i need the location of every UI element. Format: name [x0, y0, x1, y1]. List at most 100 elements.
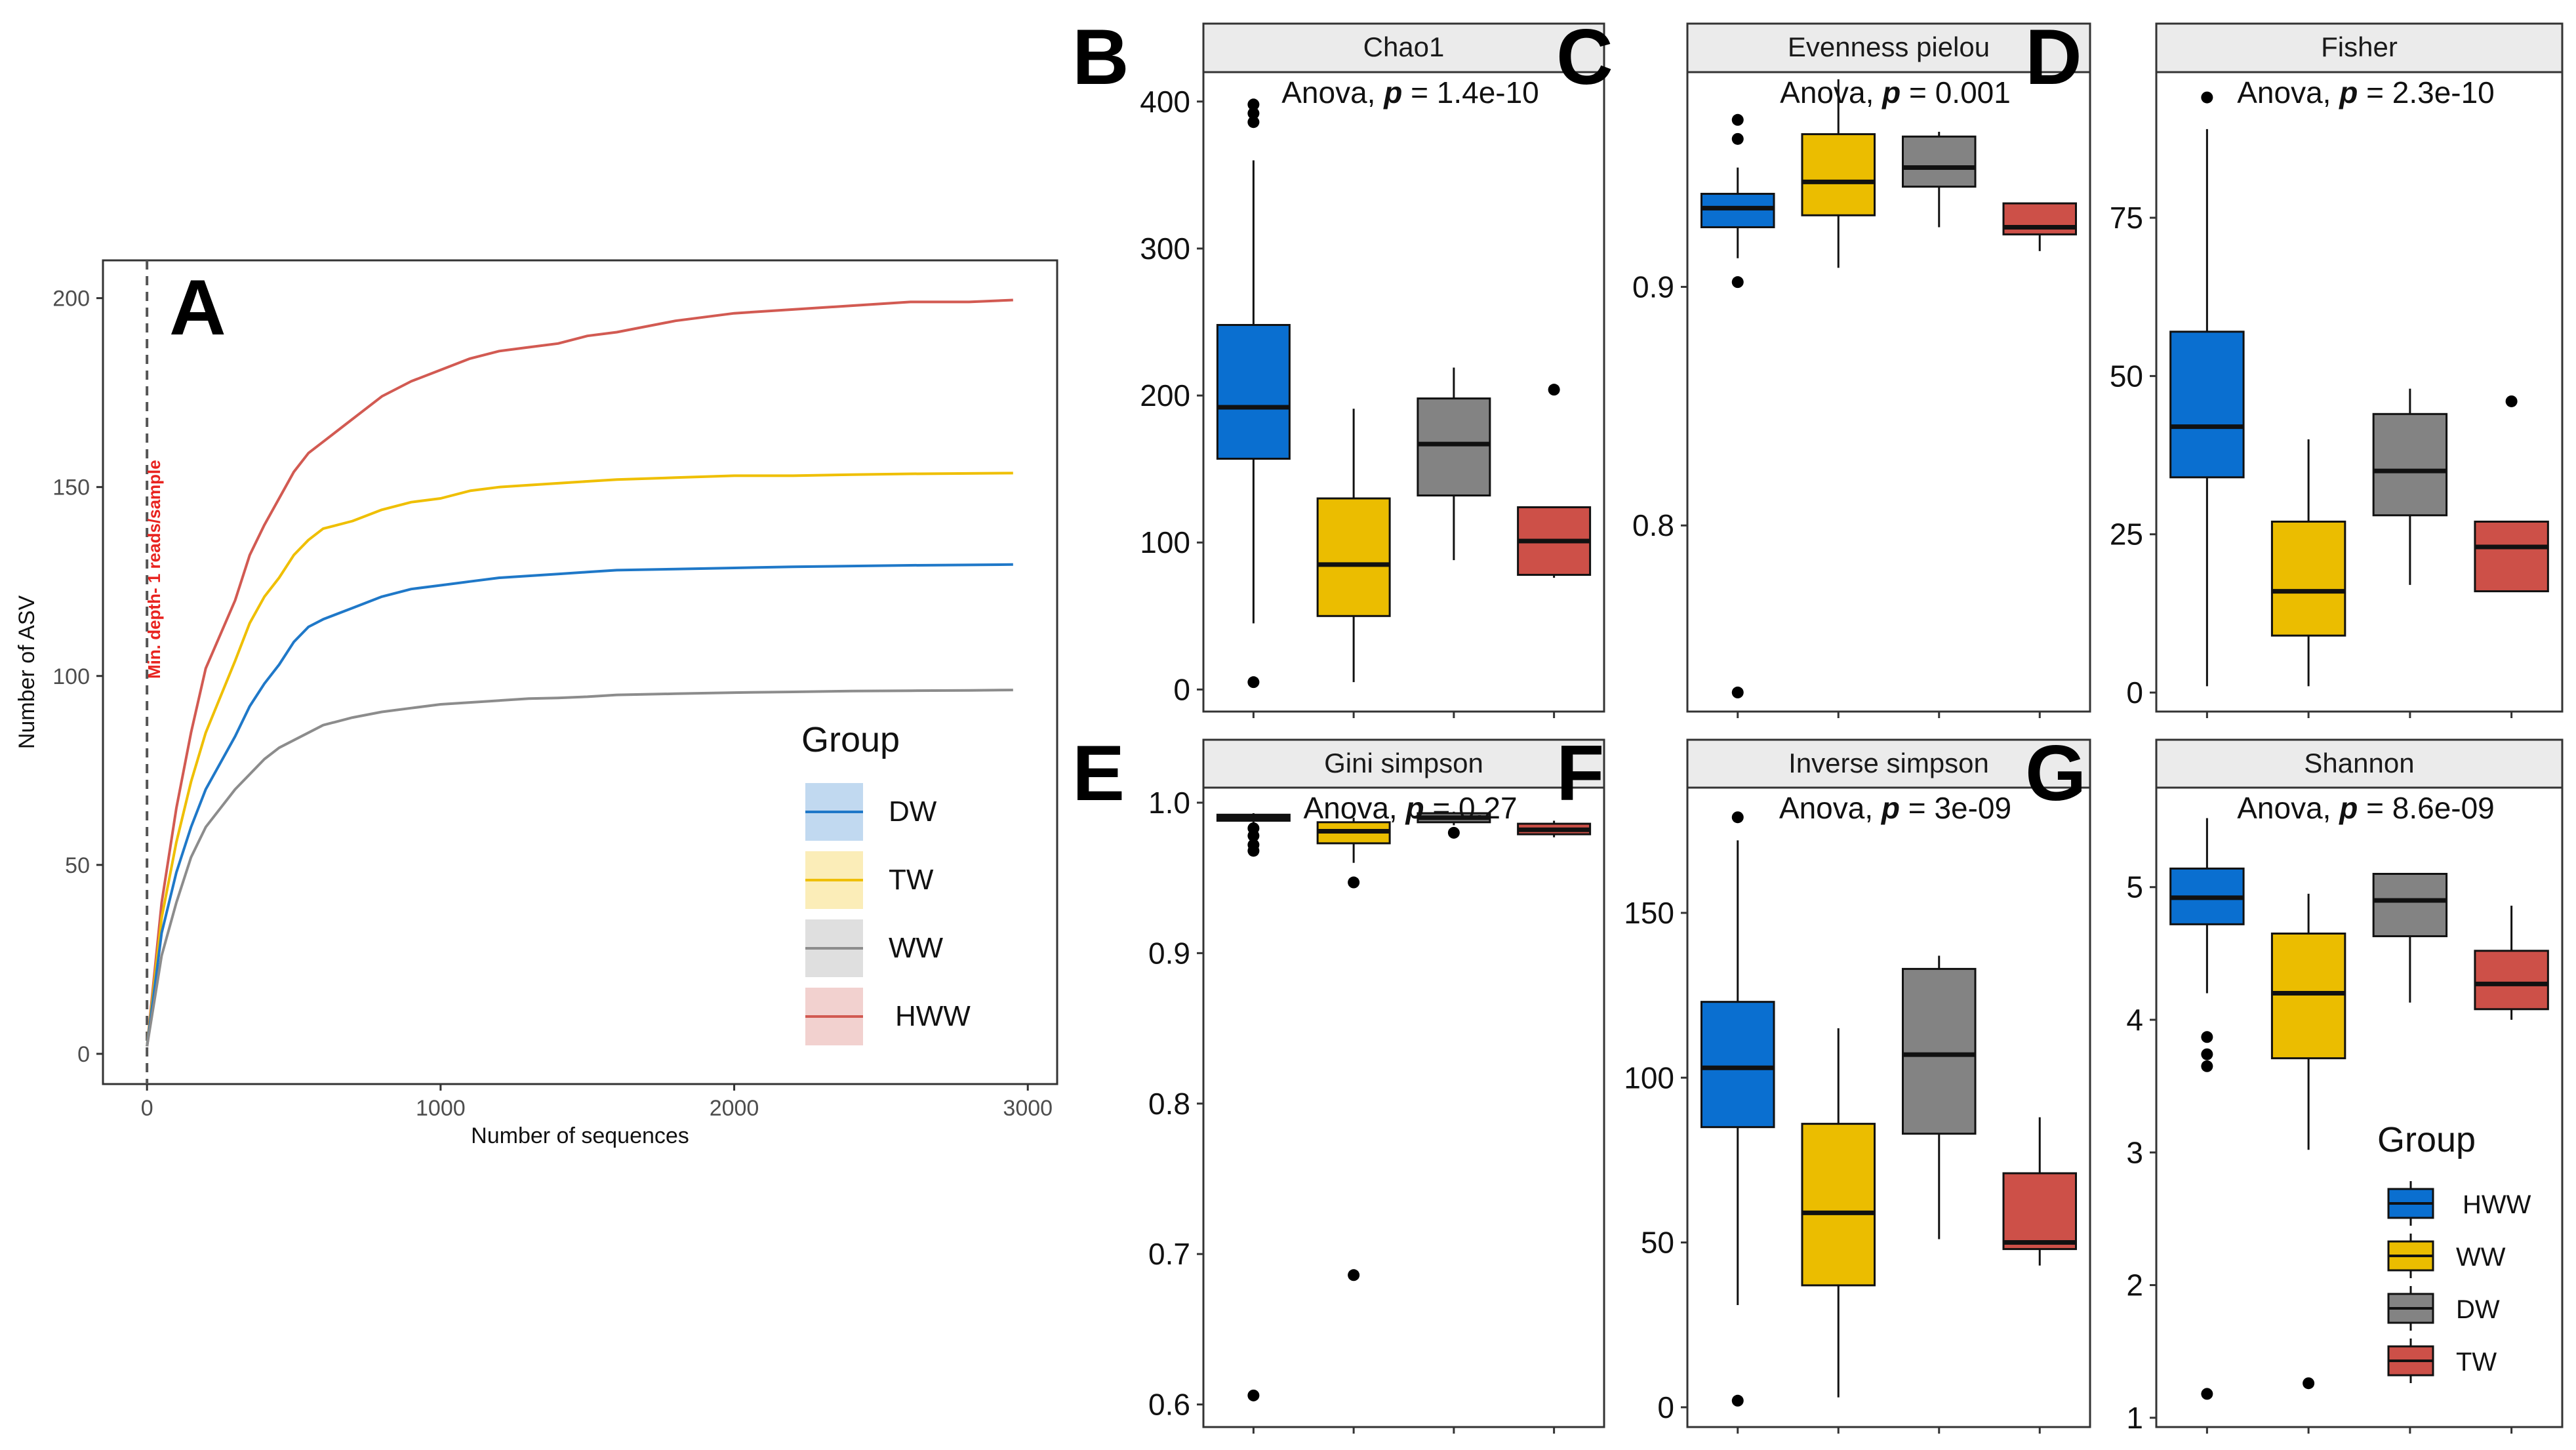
x-axis-label: Number of sequences [471, 1123, 689, 1148]
panel-f: Inverse simpson 0 50 100 150 Anova, p = 3e-09… [1556, 729, 2091, 1434]
outlier-point [2201, 1031, 2213, 1043]
legend-label-tw: TW [2456, 1348, 2497, 1377]
facet-title: Chao1 [1363, 31, 1445, 62]
y-tick-label: 50 [1641, 1226, 1674, 1260]
outlier-point [2303, 1377, 2315, 1390]
legend-label-tw: TW [889, 864, 934, 896]
anova-value: = 8.6e-09 [2358, 791, 2494, 825]
series-line-dw [146, 563, 1013, 1047]
outlier-point [1348, 1269, 1360, 1281]
legend-label-dw: DW [2456, 1295, 2500, 1324]
min-depth-label: Min. depth- 1 reads/sample [144, 460, 164, 679]
x-tick-label: 2000 [710, 1096, 759, 1121]
y-tick-label: 200 [52, 287, 90, 312]
anova-prefix: Anova, [2237, 75, 2339, 110]
box [2169, 331, 2245, 479]
y-tick-label: 100 [1140, 525, 1190, 559]
y-tick-label: 1.0 [1148, 786, 1190, 820]
outlier-point [1247, 822, 1260, 834]
facet-strip [1686, 22, 2091, 73]
anova-value: = 0.27 [1424, 791, 1518, 825]
panel-letter-g: G [2025, 729, 2086, 817]
box [1700, 1001, 1775, 1129]
panel-b: Chao1 0 100 200 300 400 Anova, p = 1.4e-10 B [1072, 13, 1605, 718]
outlier-point [1247, 116, 1260, 129]
panel-letter-c: C [1556, 13, 1613, 101]
y-tick-label: 150 [52, 475, 90, 500]
x-tick-label: 3000 [1003, 1096, 1053, 1121]
anova-value: = 0.001 [1901, 75, 2011, 110]
y-tick-label: 0.7 [1148, 1237, 1190, 1271]
anova-annotation: Anova, p = 3e-09 [1779, 791, 2011, 825]
outlier-point [1247, 676, 1260, 689]
panel-letter-d: D [2025, 13, 2082, 101]
box [2002, 1172, 2078, 1251]
anova-p: p [1881, 75, 1901, 110]
x-tick-label: 1000 [416, 1096, 466, 1121]
box [1316, 497, 1391, 617]
panel-letter-e: E [1072, 729, 1125, 817]
box [2372, 413, 2448, 517]
anova-p: p [1404, 791, 1424, 825]
box [1216, 324, 1291, 460]
outlier-point [2201, 1388, 2213, 1400]
y-tick-label: 100 [52, 664, 90, 689]
anova-p: p [2338, 75, 2358, 110]
series-line-tw [146, 472, 1013, 1047]
panel-frame [1202, 786, 1605, 1428]
outlier-point [1731, 132, 1744, 145]
anova-annotation: Anova, p = 2.3e-10 [2237, 75, 2495, 110]
outlier-point [2201, 1048, 2213, 1060]
y-tick-label: 2 [2126, 1268, 2143, 1302]
panel-a-frame [102, 259, 1058, 1085]
panel-d: Fisher 0 25 50 75 Anova, p = 2.3e-10 D [2025, 13, 2564, 718]
y-tick-label: 0.8 [1148, 1087, 1190, 1121]
y-tick-label: 100 [1624, 1060, 1674, 1095]
anova-annotation: Anova, p = 1.4e-10 [1281, 75, 1539, 110]
facet-strip [1202, 738, 1605, 789]
panel-frame [1686, 71, 2091, 713]
y-tick-label: 1 [2126, 1401, 2143, 1435]
legend-label-hww: HWW [2463, 1190, 2531, 1219]
y-tick-label: 0 [77, 1042, 90, 1067]
box [1801, 133, 1876, 216]
y-tick-label: 0 [1173, 672, 1190, 706]
box [1700, 193, 1775, 228]
x-tick-label: 0 [141, 1096, 153, 1121]
y-tick-label: 150 [1624, 896, 1674, 930]
panel-letter-f: F [1556, 729, 1604, 817]
facet-title: Shannon [2304, 748, 2414, 778]
y-tick-label: 75 [2110, 201, 2143, 235]
facet-strip [1202, 22, 1605, 73]
box [2372, 872, 2448, 938]
outlier-point [1247, 107, 1260, 119]
facet-title: Gini simpson [1324, 748, 1483, 778]
y-tick-label: 0 [2126, 675, 2143, 710]
y-tick-label: 200 [1140, 378, 1190, 413]
outlier-point [1731, 686, 1744, 698]
anova-p: p [2338, 791, 2358, 825]
facet-strip [1686, 738, 2091, 789]
box [2002, 202, 2078, 235]
panel-c: Evenness pielou 0.8 0.9 Anova, p = 0.001 C [1556, 13, 2091, 718]
outlier-point [1731, 113, 1744, 126]
outlier-point [1247, 98, 1260, 111]
series-line-ww [146, 689, 1013, 1047]
box [1901, 967, 1977, 1135]
y-tick-label: 3 [2126, 1135, 2143, 1169]
anova-p: p [1382, 75, 1402, 110]
outlier-point [1348, 876, 1360, 889]
y-tick-label: 0.6 [1148, 1388, 1190, 1422]
y-tick-label: 0 [1657, 1390, 1674, 1424]
y-tick-label: 5 [2126, 870, 2143, 904]
y-tick-label: 50 [65, 853, 90, 878]
outlier-point [1247, 839, 1260, 851]
outlier-point [2201, 1060, 2213, 1072]
facet-title: Inverse simpson [1788, 748, 1989, 778]
box [2474, 520, 2549, 593]
anova-p: p [1880, 791, 1900, 825]
y-tick-label: 0.8 [1632, 508, 1674, 542]
box [2270, 520, 2346, 637]
